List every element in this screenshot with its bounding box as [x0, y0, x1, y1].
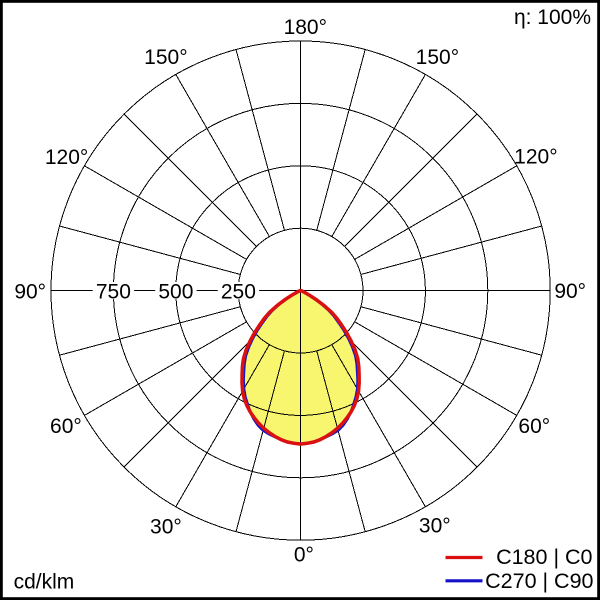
svg-text:120°: 120°	[514, 145, 557, 168]
svg-text:750: 750	[96, 280, 131, 303]
svg-text:C180 | C0: C180 | C0	[496, 545, 592, 569]
svg-text:250: 250	[221, 280, 256, 303]
svg-text:180°: 180°	[284, 16, 327, 39]
svg-text:90°: 90°	[14, 280, 46, 303]
svg-text:120°: 120°	[45, 146, 88, 169]
svg-text:150°: 150°	[416, 46, 459, 69]
svg-text:60°: 60°	[518, 415, 550, 438]
svg-text:C270 | C90: C270 | C90	[485, 569, 593, 593]
svg-text:cd/klm: cd/klm	[14, 571, 75, 594]
svg-text:150°: 150°	[144, 46, 187, 69]
svg-text:0°: 0°	[294, 544, 314, 567]
svg-text:90°: 90°	[554, 280, 586, 303]
svg-text:60°: 60°	[50, 415, 82, 438]
svg-text:η: 100%: η: 100%	[514, 6, 591, 29]
svg-text:500: 500	[158, 280, 193, 303]
svg-text:30°: 30°	[419, 515, 451, 538]
svg-text:30°: 30°	[150, 516, 182, 539]
